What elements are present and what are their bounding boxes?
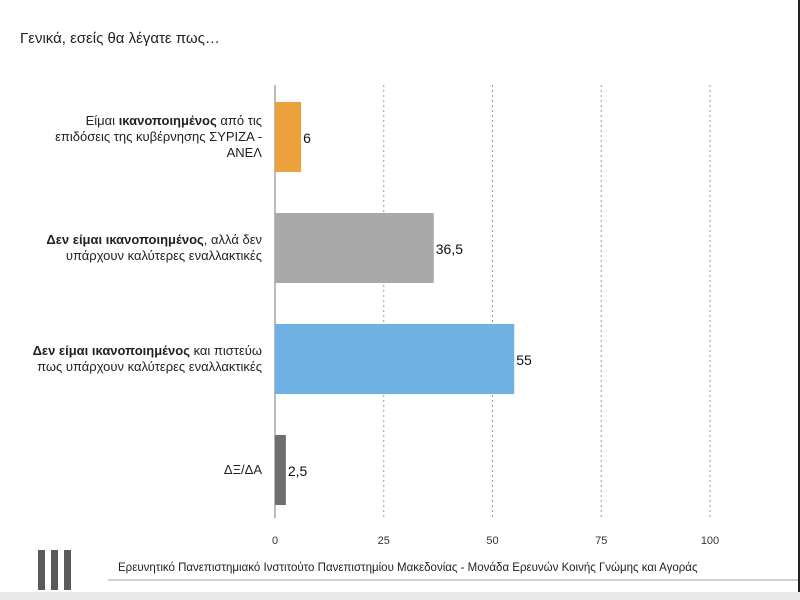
x-tick-label: 25 bbox=[378, 535, 390, 547]
data-label: 55 bbox=[516, 352, 532, 368]
data-label: 6 bbox=[303, 130, 311, 146]
bar bbox=[275, 324, 515, 394]
x-tick-label: 50 bbox=[486, 535, 498, 547]
bar bbox=[275, 213, 434, 283]
x-tick-label: 0 bbox=[272, 535, 278, 547]
x-tick-label: 75 bbox=[595, 535, 607, 547]
bar bbox=[275, 102, 302, 172]
footer-text: Ερευνητικό Πανεπιστημιακό Ινστιτούτο Παν… bbox=[118, 562, 698, 574]
category-label: ΔΞ/ΔΑ bbox=[223, 462, 262, 477]
data-label: 2,5 bbox=[288, 463, 308, 479]
category-label: Δεν είμαι ικανοποιημένος και πιστεύω πως… bbox=[32, 343, 262, 374]
x-tick-label: 100 bbox=[701, 535, 719, 547]
bottom-bar bbox=[0, 592, 800, 600]
footer-divider bbox=[108, 579, 798, 581]
page-title: Γενικά, εσείς θα λέγατε πως… bbox=[20, 30, 220, 47]
bar bbox=[275, 435, 286, 505]
data-label: 36,5 bbox=[436, 241, 463, 257]
category-label: Είμαι ικανοποιημένος από τις επιδόσεις τ… bbox=[55, 113, 262, 160]
institute-logo-icon bbox=[38, 550, 74, 590]
category-label: Δεν είμαι ικανοποιημένος, αλλά δεν υπάρχ… bbox=[46, 232, 262, 263]
frame-edge bbox=[798, 0, 800, 600]
